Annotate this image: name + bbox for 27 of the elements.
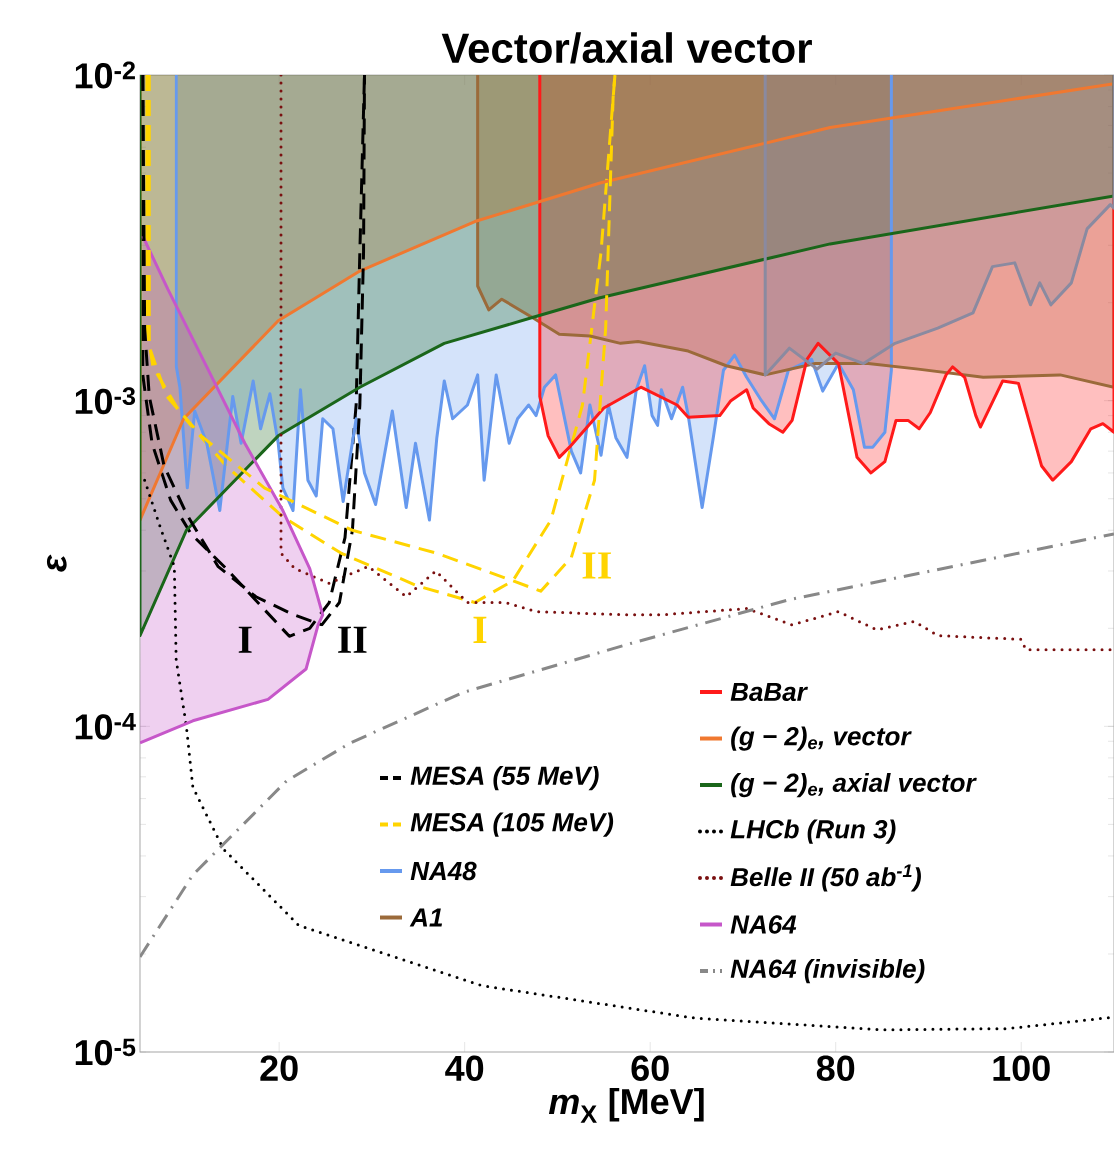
legend-label: NA64 bbox=[730, 915, 797, 934]
y-tick-label: 10$^{-4}$ bbox=[75, 712, 136, 740]
annotation: II bbox=[338, 626, 367, 653]
legend-label: A1 bbox=[409, 908, 443, 927]
legend-label: (g − 2)$_{e}$, vector bbox=[731, 726, 912, 751]
legend-label: Belle II (50 ab$^{-1}$) bbox=[730, 864, 921, 892]
legend-label: NA64 (invisible) bbox=[730, 958, 925, 984]
legend-label: (g − 2)$_{e}$, axial vector bbox=[731, 772, 977, 798]
annotation: II bbox=[582, 552, 611, 579]
x-tick-label: 20 bbox=[260, 1055, 298, 1082]
y-axis-title: ε bbox=[46, 554, 67, 572]
legend-label: LHCb (Run 3) bbox=[730, 819, 896, 844]
x-axis-title: m$_{X}$ [MeV] bbox=[548, 1087, 704, 1123]
x-tick-label: 40 bbox=[445, 1055, 484, 1082]
annotation: I bbox=[473, 616, 487, 644]
legend-label: MESA (55 MeV) bbox=[410, 765, 599, 791]
y-tick-label: 10$^{-5}$ bbox=[75, 1038, 136, 1066]
x-tick-label: 60 bbox=[631, 1055, 669, 1082]
legend-label: BaBar bbox=[730, 682, 808, 702]
y-tick-label: 10$^{-3}$ bbox=[75, 387, 136, 415]
x-tick-label: 100 bbox=[993, 1055, 1050, 1082]
annotation: I bbox=[238, 626, 252, 653]
y-tick-label: 10$^{-2}$ bbox=[75, 61, 135, 89]
x-tick-label: 80 bbox=[816, 1055, 855, 1082]
legend-label: MESA (105 MeV) bbox=[410, 812, 614, 837]
legend-label: NA48 bbox=[410, 861, 477, 881]
chart-title: Vector/axial vector bbox=[441, 32, 812, 64]
